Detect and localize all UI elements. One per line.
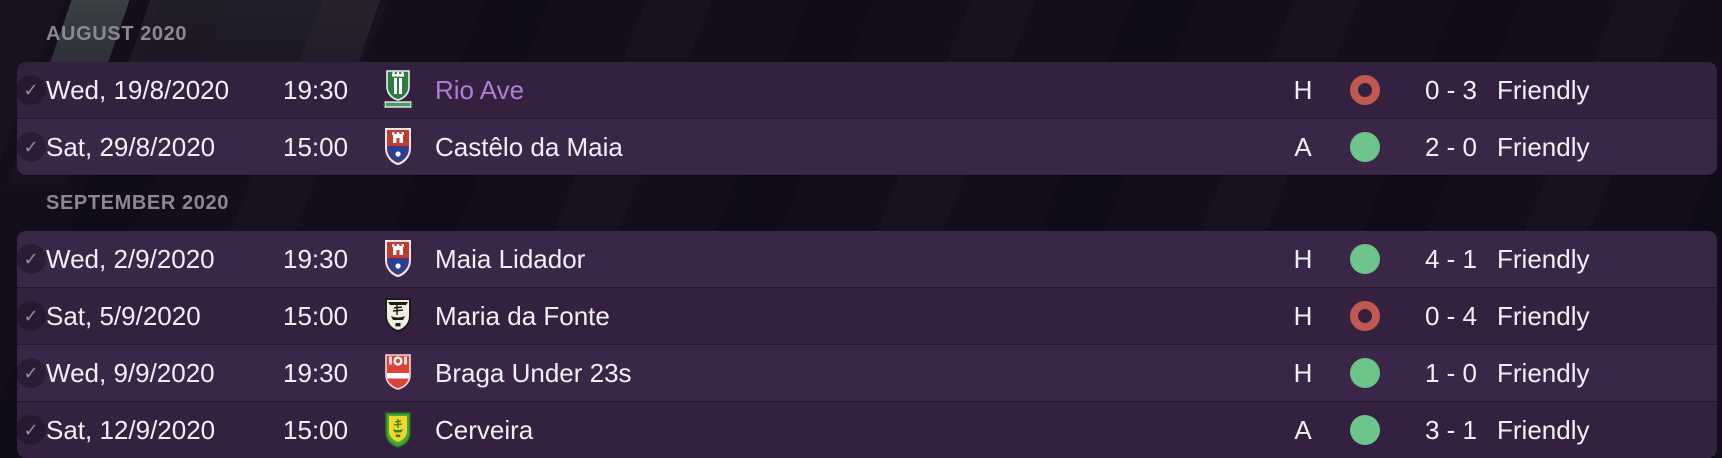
fixture-row[interactable]: ✓ Wed, 2/9/2020 19:30 Maia Lidador H 4 -… xyxy=(17,231,1717,287)
fixture-time: 19:30 xyxy=(283,243,349,274)
team-name-link[interactable]: Rio Ave xyxy=(435,74,525,105)
team-name-link[interactable]: Castêlo da Maia xyxy=(435,131,623,162)
score: 0 - 3 xyxy=(1424,74,1478,105)
competition-label: Friendly xyxy=(1497,243,1590,274)
fixture-date: Wed, 2/9/2020 xyxy=(46,243,215,274)
result-icon xyxy=(1350,358,1380,388)
played-check-icon: ✓ xyxy=(17,301,46,331)
competition-label: Friendly xyxy=(1497,131,1590,162)
team-name-link[interactable]: Maia Lidador xyxy=(435,243,586,274)
fixture-date: Wed, 19/8/2020 xyxy=(46,74,230,105)
fixture-row[interactable]: ✓ Wed, 19/8/2020 19:30 Rio Ave H 0 - 3 F… xyxy=(17,62,1717,118)
venue-indicator: A xyxy=(1294,414,1312,445)
fixture-time: 19:30 xyxy=(283,74,349,105)
score: 3 - 1 xyxy=(1424,414,1478,445)
fixture-time: 15:00 xyxy=(283,300,349,331)
fixture-rows-block: ✓ Wed, 2/9/2020 19:30 Maia Lidador H 4 -… xyxy=(17,231,1717,458)
team-badge-icon xyxy=(383,410,435,450)
team-badge-icon xyxy=(383,70,435,110)
fixture-time: 19:30 xyxy=(283,357,349,388)
month-header: SEPTEMBER 2020 xyxy=(46,191,229,214)
fixture-date: Sat, 29/8/2020 xyxy=(46,131,216,162)
played-check-icon: ✓ xyxy=(17,244,46,274)
fixture-date: Wed, 9/9/2020 xyxy=(46,357,215,388)
result-icon xyxy=(1350,415,1380,445)
competition-label: Friendly xyxy=(1497,74,1590,105)
played-check-icon: ✓ xyxy=(17,132,46,162)
result-icon xyxy=(1350,244,1380,274)
team-badge-icon xyxy=(383,239,435,279)
team-name-link[interactable]: Maria da Fonte xyxy=(435,300,610,331)
score: 2 - 0 xyxy=(1424,131,1478,162)
result-icon xyxy=(1350,301,1380,331)
fixture-rows-block: ✓ Wed, 19/8/2020 19:30 Rio Ave H 0 - 3 F… xyxy=(17,62,1717,175)
fixture-row[interactable]: ✓ Wed, 9/9/2020 19:30 Braga Under 23s H … xyxy=(17,344,1717,401)
fixture-row[interactable]: ✓ Sat, 29/8/2020 15:00 Castêlo da Maia A… xyxy=(17,118,1717,175)
played-check-icon: ✓ xyxy=(17,415,46,445)
score: 4 - 1 xyxy=(1424,243,1478,274)
team-name-link[interactable]: Cerveira xyxy=(435,414,534,445)
team-badge-icon xyxy=(383,353,435,393)
competition-label: Friendly xyxy=(1497,300,1590,331)
result-icon xyxy=(1350,132,1380,162)
fixture-row[interactable]: ✓ Sat, 5/9/2020 15:00 Maria da Fonte H 0… xyxy=(17,287,1717,344)
result-icon xyxy=(1350,75,1380,105)
fixture-row[interactable]: ✓ Sat, 12/9/2020 15:00 Cerveira A 3 - 1 … xyxy=(17,401,1717,458)
fixture-time: 15:00 xyxy=(283,414,349,445)
team-badge-icon xyxy=(383,296,435,336)
team-name-link[interactable]: Braga Under 23s xyxy=(435,357,632,388)
score: 0 - 4 xyxy=(1424,300,1478,331)
month-section-august: AUGUST 2020 ✓ Wed, 19/8/2020 19:30 Rio A… xyxy=(0,6,1722,175)
fixture-date: Sat, 12/9/2020 xyxy=(46,414,216,445)
month-section-september: SEPTEMBER 2020 ✓ Wed, 2/9/2020 19:30 Mai… xyxy=(0,175,1722,458)
venue-indicator: A xyxy=(1294,131,1312,162)
played-check-icon: ✓ xyxy=(17,75,46,105)
venue-indicator: H xyxy=(1293,243,1313,274)
venue-indicator: H xyxy=(1293,74,1313,105)
fixture-time: 15:00 xyxy=(283,131,349,162)
team-badge-icon xyxy=(383,127,435,167)
competition-label: Friendly xyxy=(1497,414,1590,445)
score: 1 - 0 xyxy=(1424,357,1478,388)
venue-indicator: H xyxy=(1293,357,1313,388)
venue-indicator: H xyxy=(1293,300,1313,331)
played-check-icon: ✓ xyxy=(17,358,46,388)
competition-label: Friendly xyxy=(1497,357,1590,388)
fixture-date: Sat, 5/9/2020 xyxy=(46,300,201,331)
month-header: AUGUST 2020 xyxy=(46,22,188,45)
